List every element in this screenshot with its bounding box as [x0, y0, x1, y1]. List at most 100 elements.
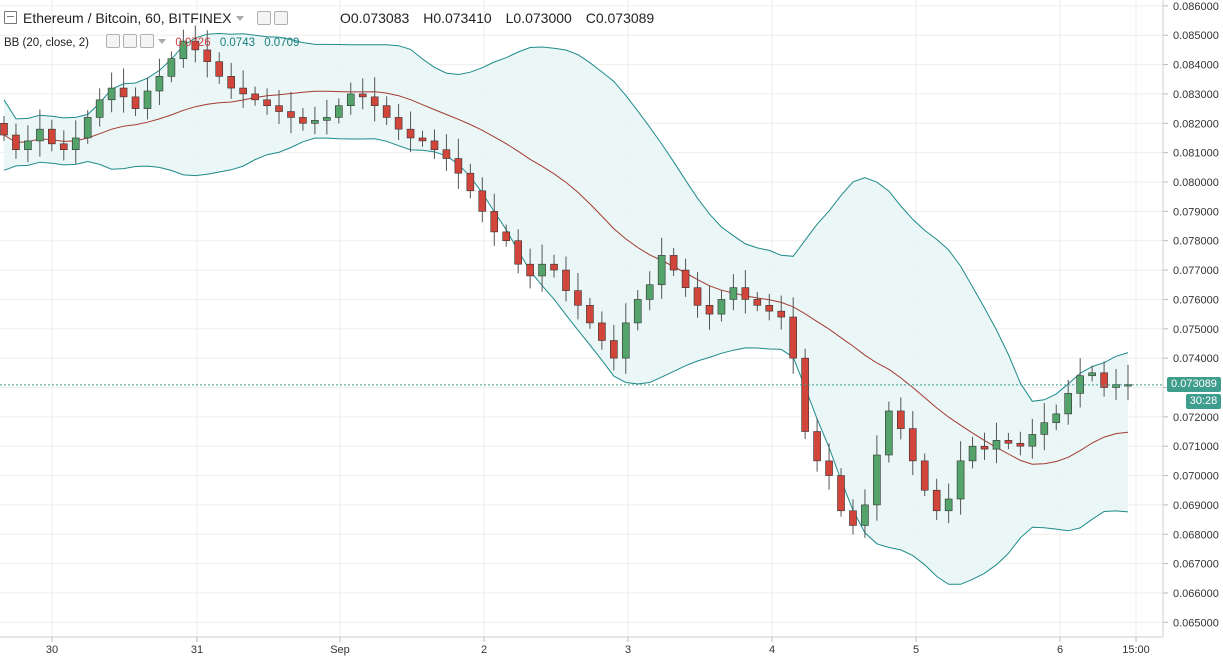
ohlc-readout: O0.073083 H0.073410 L0.073000 C0.073089 — [340, 10, 664, 26]
indicator-legend[interactable]: BB (20, close, 2) 0.0726 0.0743 0.0709 — [4, 34, 299, 49]
candle-up — [155, 76, 164, 92]
candle-down — [598, 322, 606, 341]
price-tick-label: 0.084000 — [1173, 60, 1219, 72]
candle-down — [442, 149, 451, 159]
candle-down — [59, 143, 68, 151]
price-tick-label: 0.065000 — [1173, 617, 1219, 629]
candle-up — [1064, 393, 1073, 415]
candle-down — [789, 316, 797, 359]
candle-down — [299, 117, 307, 124]
candle-up — [657, 255, 666, 286]
candle-down — [0, 122, 8, 136]
time-tick-label: 4 — [769, 644, 775, 656]
candle-up — [24, 140, 32, 151]
price-tick-label: 0.083000 — [1173, 89, 1219, 101]
candle-down — [1016, 442, 1025, 447]
time-axis[interactable]: 30 31 Sep 2 3 4 5 6 15:00 — [46, 637, 1150, 656]
eye-icon[interactable] — [123, 34, 138, 48]
price-tick-label: 0.075000 — [1173, 324, 1219, 336]
time-tick-label: 2 — [481, 644, 487, 656]
candle-up — [1088, 372, 1096, 377]
candle-up — [143, 90, 152, 109]
bollinger-upper-line — [3, 32, 1129, 402]
candle-down — [358, 93, 367, 98]
candle-down — [669, 255, 678, 271]
candle-down — [514, 240, 522, 265]
candle-down — [586, 304, 594, 324]
time-tick-label: 30 — [46, 644, 58, 656]
candle-down — [849, 510, 857, 526]
candle-down — [920, 460, 929, 491]
candle-up — [956, 460, 965, 500]
ohlc-close-label: C — [585, 10, 596, 26]
bar-countdown: 30:28 — [1186, 393, 1221, 409]
candle-up — [1040, 422, 1049, 435]
candle-up — [645, 284, 654, 300]
candle-down — [980, 445, 989, 450]
candle-down — [562, 269, 570, 291]
candle-up — [335, 105, 343, 118]
candle-down — [287, 111, 295, 118]
candle-down — [777, 310, 786, 318]
candle-down — [466, 172, 475, 192]
candle-down — [1100, 372, 1108, 388]
candles — [0, 25, 1132, 538]
candle-down — [932, 489, 941, 512]
symbol-legend[interactable]: Ethereum / Bitcoin, 60, BITFINEX — [4, 10, 289, 26]
bb-lower-value: 0.0709 — [264, 37, 300, 49]
candle-up — [1028, 434, 1037, 447]
eye-icon[interactable] — [274, 11, 289, 25]
price-tick-label: 0.082000 — [1173, 118, 1219, 130]
candle-down — [191, 40, 200, 51]
ohlc-open-value: 0.073083 — [350, 10, 410, 26]
candle-down — [478, 190, 487, 212]
candle-up — [83, 117, 92, 139]
candle-down — [490, 211, 499, 233]
price-tick-label: 0.070000 — [1173, 471, 1219, 483]
settings-icon[interactable] — [106, 34, 121, 48]
candle-down — [203, 49, 212, 62]
bollinger-lower-line — [3, 137, 1129, 585]
candle-down — [825, 460, 833, 476]
candle-down — [239, 87, 247, 95]
candle-down — [119, 87, 128, 98]
candle-up — [167, 58, 176, 77]
time-tick-label: 5 — [913, 644, 919, 656]
candle-up — [992, 440, 1001, 450]
time-tick-label: 3 — [625, 644, 631, 656]
price-axis[interactable]: 0.086000 0.085000 0.084000 0.083000 0.082000… — [1163, 1, 1219, 629]
ohlc-low-label: L — [505, 10, 514, 26]
time-tick-label: Sep — [330, 644, 350, 656]
price-tick-label: 0.068000 — [1173, 529, 1219, 541]
candle-up — [323, 117, 331, 121]
price-tick-label: 0.081000 — [1173, 148, 1219, 160]
time-tick-label: 15:00 — [1122, 644, 1150, 656]
price-tick-label: 0.079000 — [1173, 206, 1219, 218]
chevron-down-icon[interactable] — [235, 16, 244, 21]
price-tick-label: 0.071000 — [1173, 441, 1219, 453]
price-tick-label: 0.078000 — [1173, 236, 1219, 248]
settings-icon[interactable] — [257, 11, 272, 25]
time-tick-label: 6 — [1057, 644, 1063, 656]
bb-upper-value: 0.0743 — [219, 37, 255, 49]
bollinger-basis-line — [3, 90, 1129, 465]
candle-down — [526, 263, 534, 277]
candle-down — [550, 263, 558, 271]
candle-down — [753, 299, 762, 306]
candle-up — [107, 87, 116, 101]
close-icon[interactable] — [140, 34, 155, 48]
candle-down — [610, 340, 618, 359]
ohlc-low-value: 0.073000 — [513, 10, 572, 26]
candle-down — [251, 93, 259, 101]
candle-up — [873, 454, 881, 506]
candle-down — [12, 134, 20, 151]
chevron-down-icon[interactable] — [158, 39, 167, 44]
candle-down — [574, 290, 582, 306]
candle-down — [454, 158, 463, 174]
candle-up — [717, 299, 726, 315]
candle-down — [430, 140, 439, 151]
candle-down — [131, 96, 140, 109]
candle-down — [741, 287, 750, 300]
collapse-icon[interactable] — [4, 11, 17, 24]
